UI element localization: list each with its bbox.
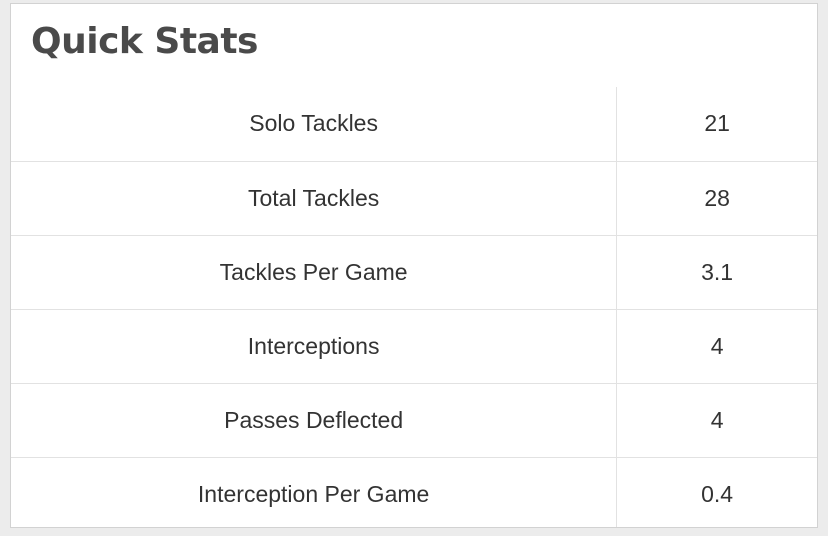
stat-label: Total Tackles xyxy=(11,161,618,236)
stat-label: Interception Per Game xyxy=(11,457,618,527)
quick-stats-card: Quick Stats Solo Tackles 21 Total Tackle… xyxy=(10,3,818,528)
stat-label: Interceptions xyxy=(11,309,618,384)
stat-label: Passes Deflected xyxy=(11,383,618,458)
stat-label: Solo Tackles xyxy=(11,87,618,162)
table-row: Solo Tackles 21 xyxy=(11,87,817,162)
stat-value: 21 xyxy=(616,87,817,162)
stat-label: Tackles Per Game xyxy=(11,235,618,310)
stat-value: 0.4 xyxy=(701,480,734,507)
stat-value: 4 xyxy=(616,383,817,458)
table-row: Tackles Per Game 3.1 xyxy=(11,235,817,310)
table-row: Passes Deflected 4 xyxy=(11,383,817,458)
table-row: Total Tackles 28 xyxy=(11,161,817,236)
card-title: Quick Stats xyxy=(31,21,258,62)
table-row: Interceptions 4 xyxy=(11,309,817,384)
stat-value: 3.1 xyxy=(616,235,817,310)
stat-value: 28 xyxy=(616,161,817,236)
table-row: Interception Per Game 0.4 xyxy=(11,457,817,527)
stats-table: Solo Tackles 21 Total Tackles 28 Tackles… xyxy=(11,87,817,527)
stat-value: 4 xyxy=(616,309,817,384)
